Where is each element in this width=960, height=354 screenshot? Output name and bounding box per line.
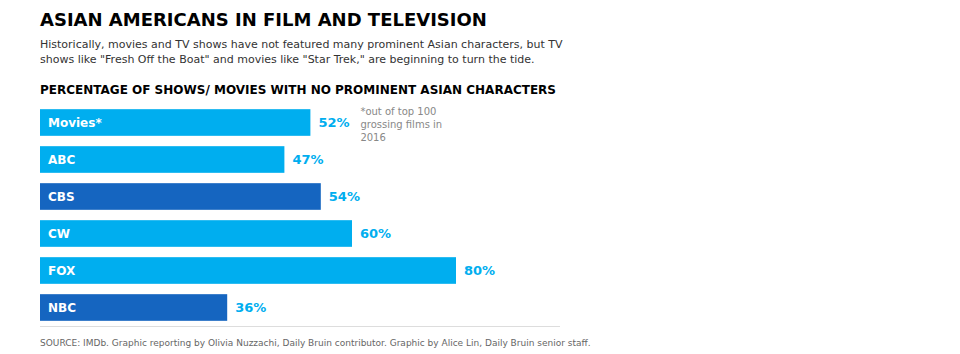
source: SOURCE: IMDb. Graphic reporting by Olivi… [40,338,591,348]
bar [40,146,284,173]
bar [40,294,227,321]
bar [40,183,321,210]
value-label: 80% [464,263,495,278]
category-label: NBC [48,301,76,315]
title: ASIAN AMERICANS IN FILM AND TELEVISION [40,9,487,30]
subtitle: Historically, movies and TV shows have n… [40,38,563,66]
bar [40,220,352,247]
category-label: FOX [48,264,76,278]
axis-line [40,326,560,327]
value-label: 54% [329,189,360,204]
category-label: ABC [48,153,75,167]
value-label: 36% [235,300,266,315]
category-label: Movies* [48,116,102,130]
value-label: 47% [292,152,323,167]
bar [40,109,310,136]
footnote: *out of top 100grossing films in2016 [360,106,442,143]
bars [40,109,456,321]
bar [40,257,456,284]
value-label: 52% [318,115,349,130]
category-label: CW [48,227,70,241]
category-label: CBS [48,190,75,204]
value-label: 60% [360,226,391,241]
chart: ASIAN AMERICANS IN FILM AND TELEVISION Hi… [0,0,960,354]
labels: Movies* 52% ABC 47% CBS 54% CW 60% FOX 80% NBC 36% [48,115,495,315]
chart-heading: PERCENTAGE OF SHOWS/ MOVIES WITH NO PROM… [40,83,556,97]
